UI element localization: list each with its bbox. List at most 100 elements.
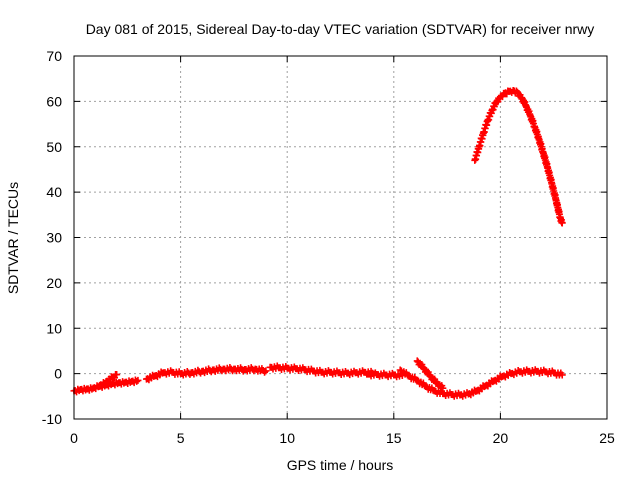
data-point bbox=[251, 365, 259, 373]
series-segment-5 bbox=[364, 369, 406, 381]
data-point bbox=[300, 366, 308, 374]
data-point bbox=[334, 369, 342, 377]
y-tick-label: 40 bbox=[46, 184, 62, 200]
data-point bbox=[464, 390, 472, 398]
data-point bbox=[115, 379, 123, 387]
series-segment-8 bbox=[471, 86, 566, 227]
data-point bbox=[168, 368, 176, 376]
data-point bbox=[492, 98, 500, 106]
data-point bbox=[230, 365, 238, 373]
data-point bbox=[524, 367, 532, 375]
data-point bbox=[381, 371, 389, 379]
data-point bbox=[432, 379, 440, 387]
data-point bbox=[108, 374, 116, 382]
data-point bbox=[426, 372, 434, 380]
data-point bbox=[481, 382, 489, 390]
data-point bbox=[456, 391, 464, 399]
data-point bbox=[531, 122, 539, 130]
data-point bbox=[151, 372, 159, 380]
x-tick-label: 0 bbox=[70, 430, 78, 446]
data-point bbox=[343, 369, 351, 377]
data-point bbox=[292, 365, 300, 373]
data-point bbox=[550, 369, 558, 377]
chart-title: Day 081 of 2015, Sidereal Day-to-day VTE… bbox=[86, 21, 595, 37]
x-tick-label: 5 bbox=[177, 430, 185, 446]
data-trail-marker bbox=[261, 368, 269, 376]
data-point bbox=[516, 368, 524, 376]
data-point bbox=[522, 102, 530, 110]
data-point bbox=[471, 156, 479, 164]
data-point bbox=[142, 375, 150, 383]
data-point bbox=[473, 387, 481, 395]
data-point bbox=[262, 367, 270, 375]
data-point bbox=[535, 135, 543, 143]
data-point bbox=[96, 382, 104, 390]
data-point bbox=[317, 368, 325, 376]
data-point bbox=[266, 363, 274, 371]
data-point bbox=[548, 179, 556, 187]
data-point bbox=[505, 87, 513, 95]
data-point bbox=[121, 378, 129, 386]
y-tick-label: 50 bbox=[46, 139, 62, 155]
data-point bbox=[507, 370, 515, 378]
data-point bbox=[351, 369, 359, 377]
x-tick-label: 25 bbox=[599, 430, 615, 446]
data-point bbox=[241, 366, 249, 374]
data-point bbox=[413, 376, 421, 384]
grid-layer bbox=[74, 56, 607, 419]
data-point bbox=[275, 364, 283, 372]
y-tick-label: 70 bbox=[46, 48, 62, 64]
series-segment-4 bbox=[266, 362, 376, 379]
y-tick-label: 60 bbox=[46, 93, 62, 109]
data-point bbox=[488, 106, 496, 114]
data-point bbox=[219, 365, 227, 373]
data-point bbox=[552, 195, 560, 203]
data-point bbox=[499, 372, 507, 380]
data-point bbox=[309, 367, 317, 375]
data-point bbox=[405, 372, 413, 380]
series-segment-3 bbox=[142, 363, 270, 384]
data-point bbox=[373, 371, 381, 379]
data-point bbox=[479, 129, 487, 137]
data-layer bbox=[70, 86, 566, 400]
data-point bbox=[475, 143, 483, 151]
data-point bbox=[113, 371, 121, 379]
data-point bbox=[513, 88, 521, 96]
data-point bbox=[439, 384, 447, 392]
data-point bbox=[509, 86, 517, 94]
tick-layer: 0 5 10 15 20 25 -10 0 10 20 30 40 50 60 70 bbox=[42, 48, 615, 446]
data-point bbox=[396, 366, 404, 374]
data-point bbox=[160, 369, 168, 377]
x-tick-label: 15 bbox=[386, 430, 402, 446]
y-tick-label: 0 bbox=[54, 366, 62, 382]
data-point bbox=[422, 382, 430, 390]
y-tick-label: 30 bbox=[46, 230, 62, 246]
data-point bbox=[108, 380, 116, 388]
data-point bbox=[533, 367, 541, 375]
y-axis-label: SDTVAR / TECUs bbox=[5, 182, 21, 294]
data-point bbox=[543, 163, 551, 171]
data-point bbox=[177, 370, 185, 378]
data-point bbox=[526, 111, 534, 119]
series-segment-7 bbox=[413, 357, 447, 392]
data-point bbox=[326, 368, 334, 376]
data-point bbox=[496, 93, 504, 101]
data-point bbox=[283, 364, 291, 372]
data-point bbox=[128, 377, 136, 385]
data-point bbox=[209, 366, 217, 374]
data-point bbox=[539, 148, 547, 156]
data-point bbox=[541, 368, 549, 376]
data-point bbox=[430, 387, 438, 395]
data-point bbox=[187, 369, 195, 377]
data-point bbox=[102, 381, 110, 389]
data-point bbox=[83, 385, 91, 393]
y-tick-label: 10 bbox=[46, 320, 62, 336]
series-segment-2 bbox=[96, 376, 142, 391]
series-segment-6 bbox=[396, 366, 566, 400]
data-point bbox=[390, 371, 398, 379]
data-point bbox=[364, 370, 372, 378]
data-point bbox=[134, 376, 142, 384]
data-point bbox=[413, 357, 421, 365]
